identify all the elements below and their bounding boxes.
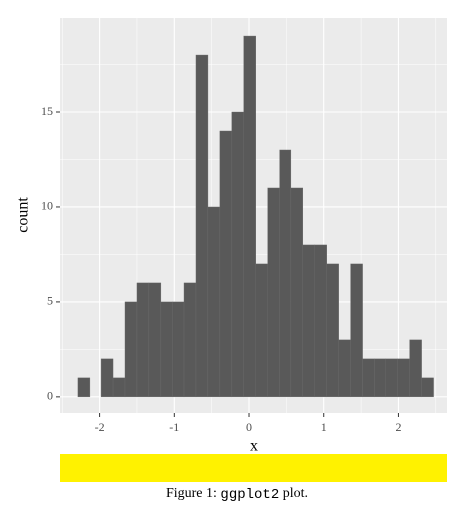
redaction-bar [60,454,447,482]
histogram-bar [124,301,138,398]
histogram-bar [374,358,386,398]
histogram-bar [183,282,197,398]
histogram-bar [302,244,315,398]
x-tick-label: 0 [246,420,252,434]
histogram-bar [136,282,150,398]
histogram-bar [350,263,363,398]
axes: -2 -1 0 1 2 0 5 10 15 [41,104,401,434]
histogram-bar [231,111,244,398]
histogram-bar [279,149,292,398]
histogram-bar [421,377,434,398]
histogram-bar [362,358,375,398]
x-tick-label: -2 [95,420,105,434]
histogram-bar [77,377,91,398]
y-tick-label: 0 [47,389,53,403]
bars [77,35,434,398]
histogram-bar [148,282,162,398]
x-tick-label: 1 [321,420,327,434]
caption-text: plot. [283,486,308,501]
histogram-bar [338,339,351,398]
histogram-bar [385,358,398,398]
histogram-bar [314,244,327,398]
histogram-bar [255,263,268,398]
caption-code: ggplot2 [220,487,279,503]
histogram-bar [172,301,185,398]
histogram-bar [195,54,209,398]
caption-label: Figure 1: [166,486,217,501]
histogram-bar [267,187,280,398]
figure-caption: Figure 1: ggplot2 plot. [166,486,308,502]
histogram-bar [243,35,256,398]
y-tick-label: 10 [41,199,53,213]
histogram-bar [326,263,339,398]
histogram-bar [160,301,174,398]
histogram-bar [112,377,126,398]
histogram-bar [409,339,422,398]
histogram-bar [207,206,221,398]
y-tick-label: 15 [41,104,53,118]
x-tick-label: 2 [395,420,401,434]
histogram-bar [100,358,114,398]
histogram-bar [290,187,304,398]
x-axis-title: x [250,438,258,455]
histogram-bar [219,130,233,398]
y-axis-title: count [15,197,32,233]
x-tick-label: -1 [169,420,179,434]
y-tick-label: 5 [47,294,53,308]
histogram-bar [397,358,410,398]
